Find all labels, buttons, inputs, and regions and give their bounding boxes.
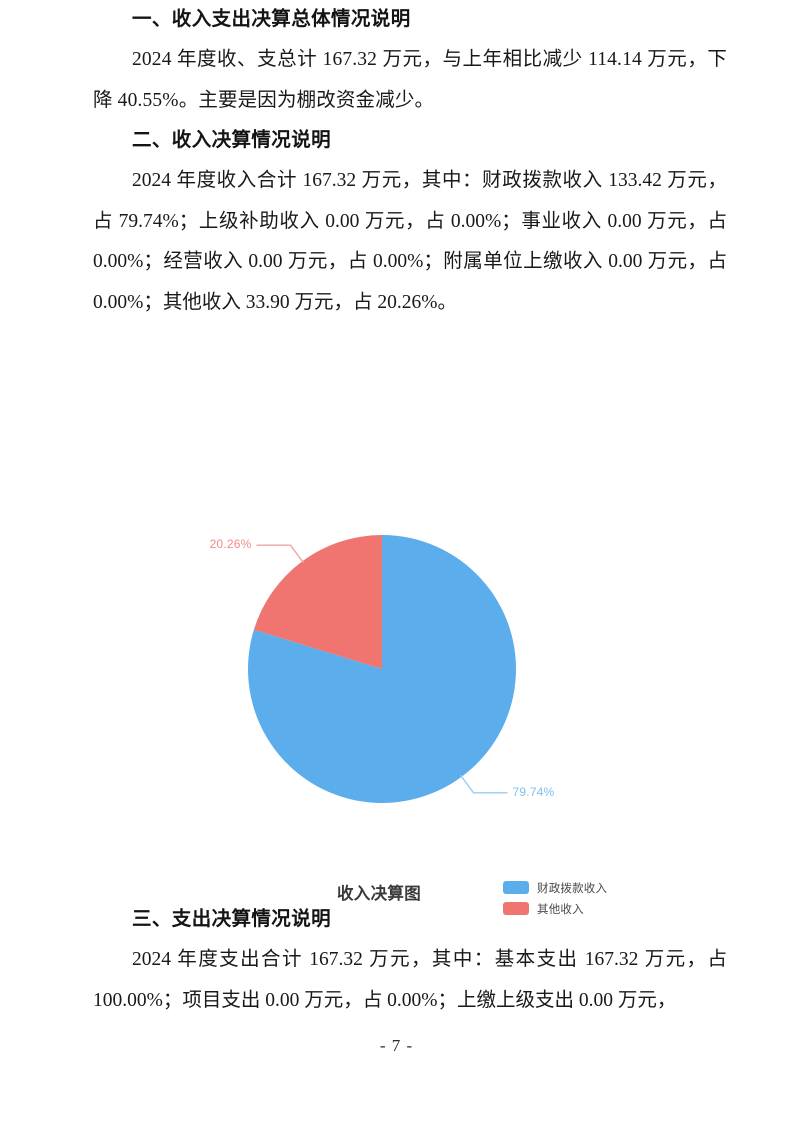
chart-title: 收入决算图 — [337, 885, 421, 903]
section-heading-3: 三、支出决算情况说明 — [132, 909, 332, 930]
page-number: - 7 - — [379, 1036, 414, 1055]
pie-slices — [247, 535, 516, 803]
legend-label-1: 其他收入 — [537, 903, 584, 916]
legend-swatch-icon-1 — [503, 902, 529, 915]
chart-legend: 财政拨款收入 其他收入 — [503, 880, 607, 916]
pie-leader-lines — [256, 544, 508, 794]
legend-item-0[interactable]: 财政拨款收入 — [503, 880, 607, 895]
pie-chart: 20.26% 79.74% — [0, 432, 793, 852]
section-paragraph-2: 2024 年度收入合计 167.32 万元，其中：财政拨款收入 133.42 万… — [93, 170, 727, 313]
pie-chart-svg — [247, 535, 516, 803]
pie-value-label-0: 79.74% — [512, 784, 555, 799]
pie-leader-line-0 — [459, 774, 508, 794]
pie-leader-line-1 — [256, 544, 305, 564]
section-paragraph-3: 2024 年度支出合计 167.32 万元，其中：基本支出 167.32 万元，… — [93, 949, 727, 1011]
section-paragraph-1: 2024 年度收、支总计 167.32 万元，与上年相比减少 114.14 万元… — [93, 49, 727, 111]
legend-swatch-icon-0 — [503, 881, 529, 894]
legend-item-1[interactable]: 其他收入 — [503, 901, 607, 916]
section-heading-2: 二、收入决算情况说明 — [132, 130, 332, 151]
pie-slice-1[interactable] — [253, 535, 382, 669]
legend-label-0: 财政拨款收入 — [537, 882, 608, 895]
section-heading-1: 一、收入支出决算总体情况说明 — [132, 9, 411, 30]
document-body-lower: 三、支出决算情况说明 2024 年度支出合计 167.32 万元，其中：基本支出… — [93, 900, 727, 1021]
pie-value-label-1: 20.26% — [209, 537, 252, 552]
document-body: 一、收入支出决算总体情况说明 2024 年度收、支总计 167.32 万元，与上… — [93, 0, 727, 323]
income-final-accounts-chart: 收入决算图 财政拨款收入 其他收入 20.26% 79.74% — [0, 432, 793, 916]
